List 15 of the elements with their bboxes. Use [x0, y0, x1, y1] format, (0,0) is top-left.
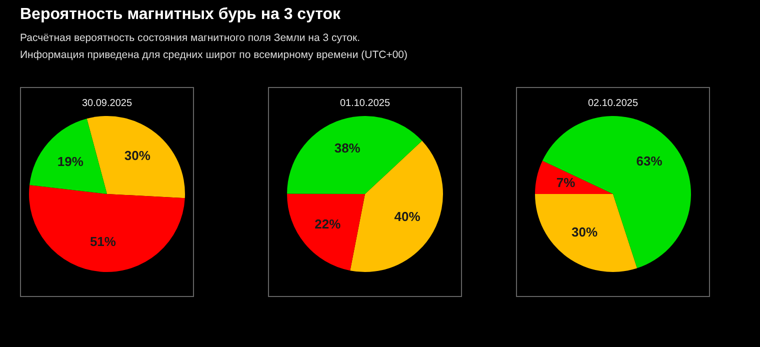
text: Информация приведена для средних широт по всемирному времени (UTC+00) [20, 49, 408, 61]
data-label: 30% [124, 148, 151, 163]
text: Расчётная вероятность состояния магнитного поля Земли на 3 суток. [20, 32, 362, 44]
data-label: 38% [334, 140, 361, 156]
chart-title: 02.10.2025 [586, 98, 640, 109]
data-label: 30% [572, 224, 598, 240]
chart-title: 30.09.2025 [80, 98, 134, 109]
chart-title: 01.10.2025 [338, 98, 392, 109]
text: Вероятность магнитных бурь на 3 суток [20, 6, 342, 24]
data-label: 19% [57, 154, 84, 169]
data-label: 22% [314, 216, 342, 232]
data-label: 63% [636, 154, 663, 169]
data-label: 40% [394, 209, 421, 224]
data-label: 51% [90, 234, 116, 249]
data-label: 7% [556, 175, 576, 190]
